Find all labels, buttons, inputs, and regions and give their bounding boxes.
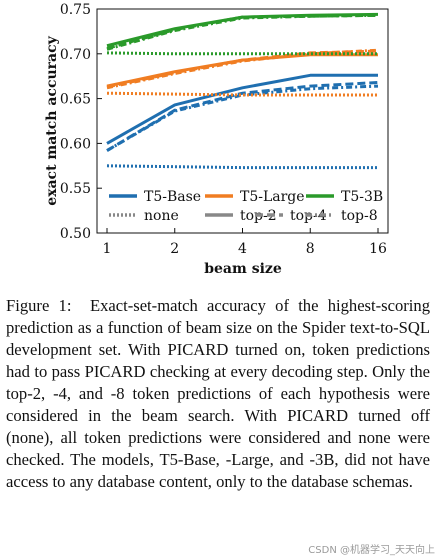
series-line-t5-3b-none — [106, 51, 378, 56]
x-tick-label: 1 — [103, 241, 112, 257]
series-line-t5-large-none — [106, 91, 378, 97]
y-axis-title: exact match accuracy — [44, 35, 60, 205]
x-tick-label: 4 — [238, 241, 247, 257]
series-line-t5-base-none — [106, 164, 378, 170]
x-axis-title: beam size — [204, 261, 282, 277]
y-tick-label: 0.70 — [60, 47, 91, 63]
series-line-t5-3b-top-2 — [106, 12, 379, 48]
series-line-t5-3b-top-4 — [106, 13, 379, 50]
x-tick-label: 16 — [369, 241, 387, 257]
series-line-t5-large-top-4 — [106, 49, 379, 89]
series-line-t5-base-top-8 — [106, 84, 379, 152]
series-line-t5-base-top-2 — [106, 73, 378, 145]
series-line-t5-3b-top-8 — [106, 13, 379, 51]
y-tick-label: 0.60 — [60, 136, 91, 152]
y-axis: 0.50 0.55 0.60 0.65 0.70 0.75 — [60, 2, 102, 242]
y-tick-label: 0.55 — [60, 181, 91, 197]
x-tick-label: 2 — [170, 241, 179, 257]
x-axis: 1 2 4 8 16 — [103, 228, 387, 257]
accuracy-chart: 0.50 0.55 0.60 0.65 0.70 0.75 1 2 4 8 16 exact ma… — [44, 2, 389, 277]
series-lines — [106, 12, 379, 170]
caption-text: Exact-set-match accuracy of the highest-… — [6, 296, 431, 491]
legend-label-t5-base: T5-Base — [144, 189, 201, 205]
legend-label-t5-large: T5-Large — [240, 189, 305, 205]
legend-label-top-8: top-8 — [341, 208, 378, 224]
y-tick-label: 0.75 — [60, 2, 91, 18]
legend-label-t5-3b: T5-3B — [341, 189, 383, 205]
y-tick-label: 0.50 — [60, 226, 91, 242]
watermark: CSDN @机器学习_天天向上 — [308, 545, 435, 556]
caption-label: Figure 1: — [6, 296, 72, 315]
legend: T5-Base T5-Large T5-3B none top-2 top-4 … — [109, 189, 383, 224]
legend-label-none: none — [144, 208, 179, 224]
x-tick-label: 8 — [306, 241, 315, 257]
figure-caption: Figure 1: Exact-set-match accuracy of th… — [6, 295, 430, 493]
y-tick-label: 0.65 — [60, 92, 91, 108]
